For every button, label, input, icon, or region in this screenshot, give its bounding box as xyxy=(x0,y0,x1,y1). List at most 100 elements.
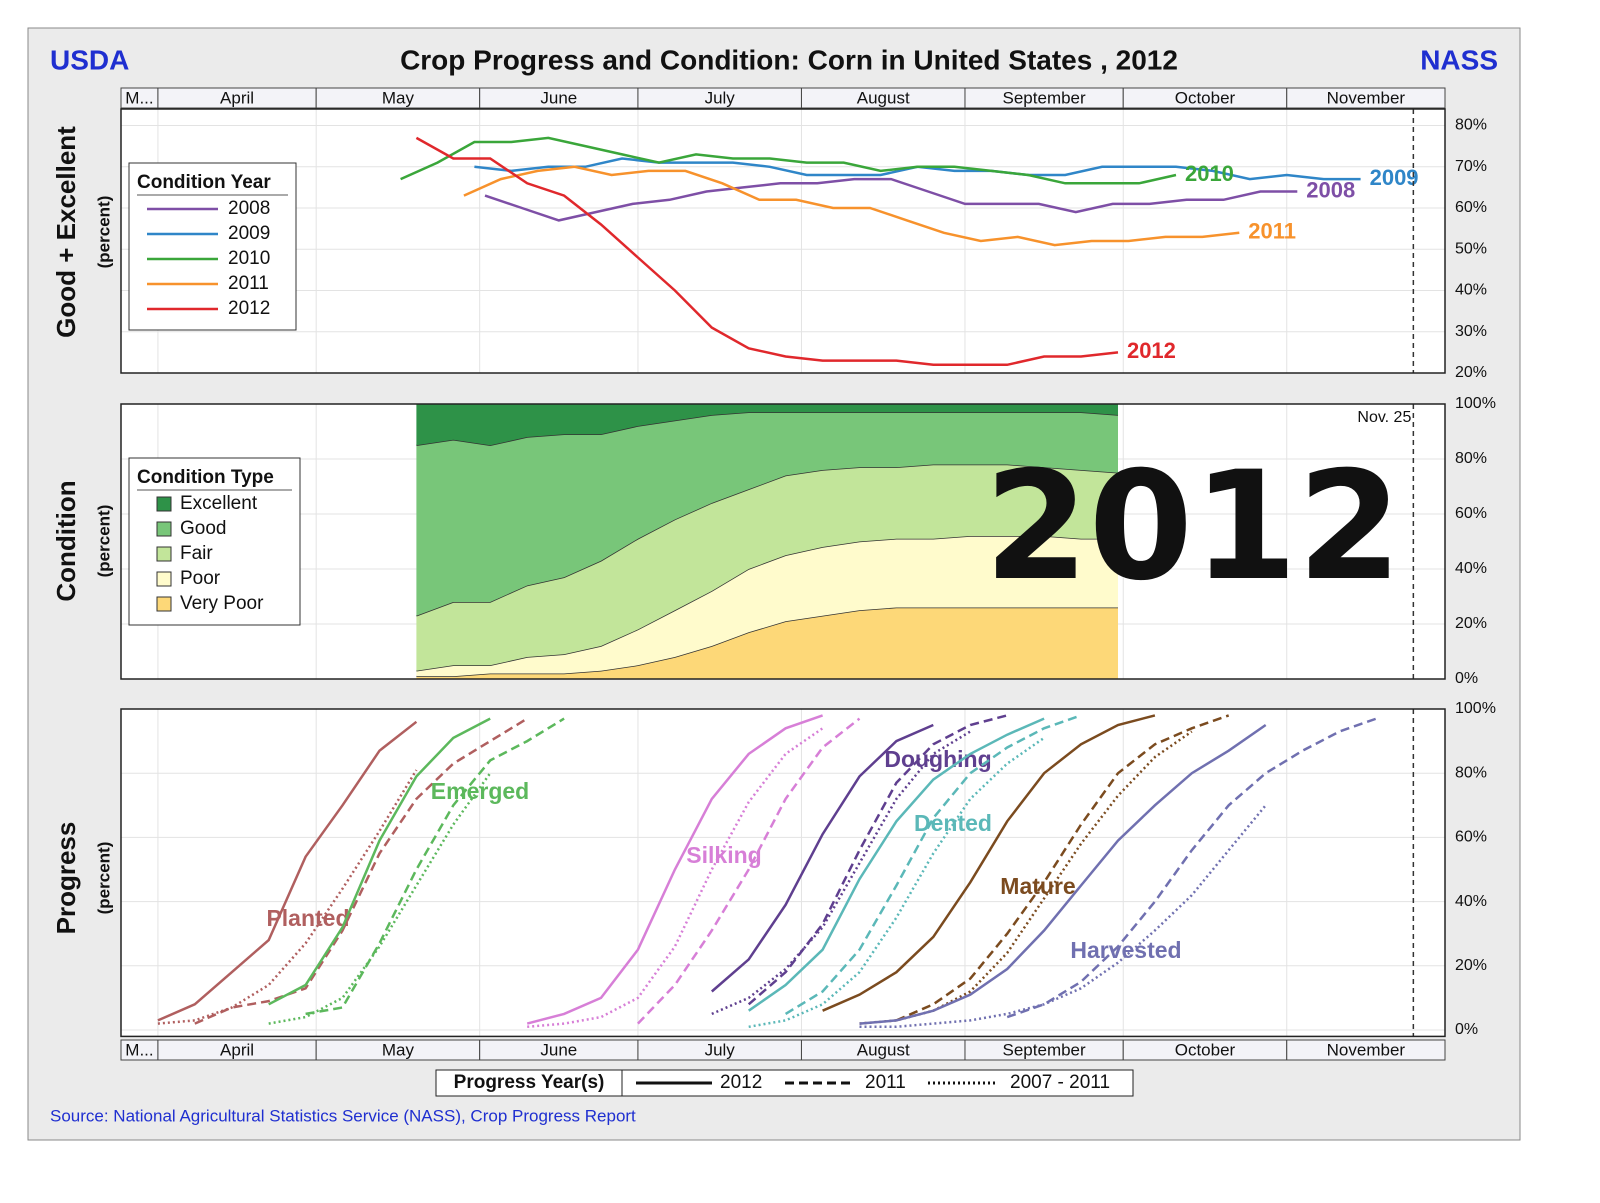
legend-label: 2012 xyxy=(720,1072,762,1093)
legend-label: 2011 xyxy=(865,1072,906,1093)
progress-line xyxy=(194,717,528,1025)
legend-label: Fair xyxy=(180,543,213,564)
y-tick-label: 0% xyxy=(1455,670,1478,687)
progress-line xyxy=(859,723,1267,1025)
month-label: October xyxy=(1175,88,1236,107)
y-axis-title: Progress xyxy=(51,822,81,935)
y-tick-label: 40% xyxy=(1455,282,1487,299)
month-label: September xyxy=(1003,88,1086,107)
progress-line xyxy=(268,717,491,1006)
month-label: April xyxy=(220,1040,254,1059)
legend-swatch xyxy=(156,571,172,587)
stage-label: Emerged xyxy=(431,778,529,804)
progress-line xyxy=(822,714,1156,1012)
month-label: May xyxy=(382,1040,415,1059)
month-label: M... xyxy=(125,88,153,107)
series-line xyxy=(463,165,1240,247)
legend-label: 2008 xyxy=(228,198,270,219)
month-label: June xyxy=(540,1040,577,1059)
stage-label: Mature xyxy=(1000,873,1075,899)
y-tick-label: 20% xyxy=(1455,957,1487,974)
y-tick-label: 60% xyxy=(1455,505,1487,522)
y-tick-label: 80% xyxy=(1455,450,1487,467)
source-note: Source: National Agricultural Statistics… xyxy=(50,1106,636,1125)
header-right: NASS xyxy=(1420,44,1498,75)
month-label: April xyxy=(220,88,254,107)
legend-label: 2011 xyxy=(228,273,269,294)
plot-border xyxy=(120,403,1446,680)
legend-label: Excellent xyxy=(180,493,258,514)
stage-label: Silking xyxy=(686,842,761,868)
month-label: July xyxy=(705,88,736,107)
y-tick-label: 100% xyxy=(1455,395,1496,412)
overlay-text: 2012 xyxy=(984,440,1401,614)
stage-label: Harvested xyxy=(1070,937,1181,963)
series-line xyxy=(415,136,1119,367)
month-label: August xyxy=(857,1040,910,1059)
stage-label: Dented xyxy=(914,810,992,836)
series-line xyxy=(400,136,1177,185)
month-label: June xyxy=(540,88,577,107)
y-tick-label: 80% xyxy=(1455,764,1487,781)
plot-border xyxy=(120,108,1446,374)
month-label: July xyxy=(705,1040,736,1059)
legend-label: Very Poor xyxy=(180,593,264,614)
legend-swatch xyxy=(156,546,172,562)
stage-label: Planted xyxy=(266,905,349,931)
legend-swatch xyxy=(156,521,172,537)
legend-title: Condition Type xyxy=(137,467,274,488)
legend-box xyxy=(128,162,297,331)
series-end-label: 2008 xyxy=(1306,177,1355,202)
area-segment xyxy=(416,536,1118,677)
y-tick-label: 50% xyxy=(1455,240,1487,257)
progress-line xyxy=(784,714,1082,1015)
y-tick-label: 70% xyxy=(1455,158,1487,175)
y-axis-title: Good + Excellent xyxy=(51,126,81,338)
legend-label: 2010 xyxy=(228,248,270,269)
series-end-label: 2010 xyxy=(1185,161,1234,186)
y-axis-title: Condition xyxy=(51,480,81,601)
month-cell xyxy=(1286,87,1446,109)
legend-label: Poor xyxy=(180,568,221,589)
month-label: November xyxy=(1327,1040,1406,1059)
y-axis-subtitle: (percent) xyxy=(94,505,113,578)
progress-line xyxy=(895,714,1230,1022)
y-tick-label: 40% xyxy=(1455,560,1487,577)
progress-line xyxy=(747,714,1008,1006)
legend-title: Condition Year xyxy=(137,172,271,193)
series-end-label: 2011 xyxy=(1248,219,1296,244)
progress-line xyxy=(859,804,1267,1029)
y-tick-label: 0% xyxy=(1455,1021,1478,1038)
area-segment xyxy=(416,404,1118,446)
plot-area xyxy=(121,109,1445,373)
progress-line xyxy=(526,714,824,1025)
month-label: October xyxy=(1175,1040,1236,1059)
month-label: November xyxy=(1327,88,1406,107)
legend-swatch xyxy=(156,496,172,512)
y-tick-label: 80% xyxy=(1455,117,1487,134)
stage-label: Doughing xyxy=(884,746,991,772)
chart-title: Crop Progress and Condition: Corn in Uni… xyxy=(400,44,1178,75)
y-tick-label: 100% xyxy=(1455,700,1496,717)
area-segment xyxy=(416,607,1118,679)
area-segment xyxy=(416,464,1118,671)
progress-line xyxy=(636,717,861,1025)
month-cell xyxy=(1286,1039,1446,1061)
y-tick-label: 40% xyxy=(1455,893,1487,910)
y-tick-label: 60% xyxy=(1455,199,1487,216)
series-end-label: 2009 xyxy=(1370,165,1419,190)
legend-label: 2012 xyxy=(228,298,270,319)
y-tick-label: 20% xyxy=(1455,615,1487,632)
legend-label: 2007 - 2011 xyxy=(1010,1072,1110,1093)
legend-label: Good xyxy=(180,518,226,539)
y-axis-subtitle: (percent) xyxy=(94,196,113,269)
progress-line xyxy=(1006,717,1377,1019)
legend-title-box xyxy=(435,1069,623,1097)
legend-swatch xyxy=(156,596,172,612)
y-axis-subtitle: (percent) xyxy=(94,842,113,915)
area-segment xyxy=(416,412,1118,616)
plot-area xyxy=(121,709,1445,1037)
month-label: May xyxy=(382,88,415,107)
